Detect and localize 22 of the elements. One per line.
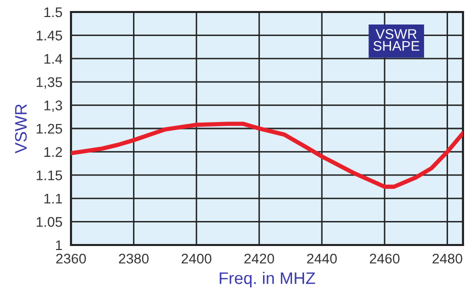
y-tick-label: 1.1 [44, 194, 62, 204]
y-tick-label: 1 [56, 240, 62, 250]
y-tick-label: 1.2 [44, 147, 62, 157]
annotation: VSWR SHAPE [373, 29, 420, 51]
y-tick-label: 1.5 [44, 7, 62, 18]
y-tick-label: 1.45 [36, 30, 62, 40]
y-tick-label: 1.05 [36, 217, 62, 227]
x-tick-label: 2420 [244, 254, 274, 264]
x-tick-label: 2400 [182, 254, 212, 264]
y-tick-label: 1.15 [36, 170, 62, 180]
line-series [71, 122, 463, 189]
x-tick-label: 2440 [307, 254, 337, 264]
x-tick-label: 2460 [370, 254, 400, 264]
y-tick-label: 1,35 [36, 77, 62, 89]
y-tick-label: 1.4 [44, 54, 62, 64]
y-tick-label: 1,3 [44, 100, 62, 112]
x-tick-label: 2360 [56, 254, 86, 264]
x-tick-label: 2380 [118, 254, 149, 264]
y-tick-label: 1.25 [36, 124, 62, 134]
x-tick-label: 2480 [432, 254, 462, 264]
x-axis-title: Freq. in MHZ [220, 272, 316, 288]
y-axis-title: VSWR [14, 104, 27, 154]
